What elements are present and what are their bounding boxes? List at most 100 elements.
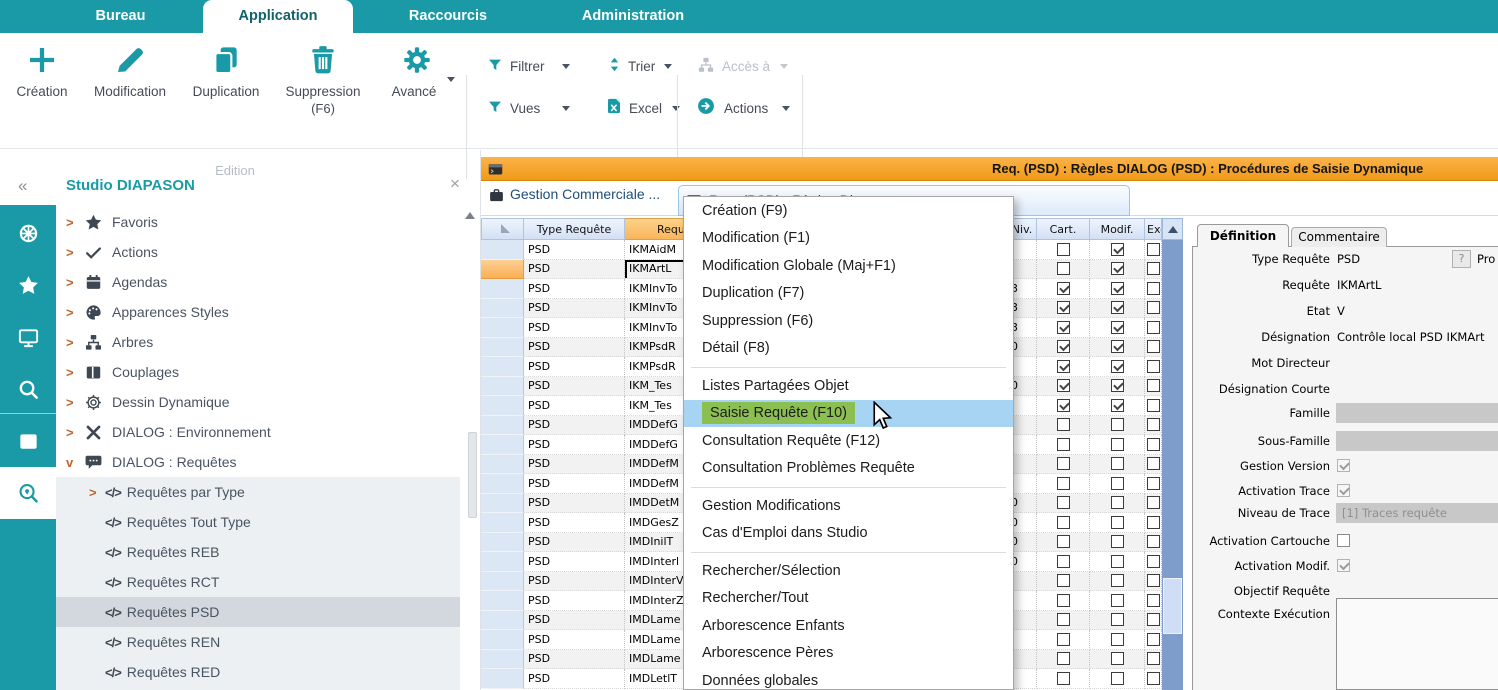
- row-selector-cell[interactable]: [481, 513, 524, 533]
- column-header-exe[interactable]: Exe: [1145, 218, 1162, 240]
- cell-niveau[interactable]: 0: [1008, 337, 1037, 357]
- row-selector-cell[interactable]: [481, 493, 524, 513]
- cell-type-requete[interactable]: PSD: [524, 318, 625, 338]
- row-selector-cell[interactable]: [481, 532, 524, 552]
- context-menu-item[interactable]: Suppression (F6): [684, 307, 1013, 335]
- cell-niveau[interactable]: [1008, 357, 1037, 377]
- row-selector-cell[interactable]: [481, 454, 524, 474]
- cell-modif[interactable]: [1090, 474, 1145, 494]
- cell-niveau[interactable]: 0: [1008, 513, 1037, 533]
- checkbox[interactable]: [1056, 320, 1070, 334]
- tree-scrollbar-thumb[interactable]: [468, 432, 477, 518]
- checkbox[interactable]: [1110, 613, 1124, 627]
- cell-cartouche[interactable]: [1037, 669, 1090, 689]
- row-selector-cell[interactable]: [481, 610, 524, 630]
- rail-monitor-icon[interactable]: [0, 311, 56, 363]
- column-header-niv[interactable]: Niv.: [1008, 218, 1037, 240]
- chevron-right-icon[interactable]: >: [66, 424, 74, 440]
- chevron-down-icon[interactable]: [672, 106, 680, 111]
- checkbox[interactable]: [1147, 340, 1160, 354]
- cell-exe[interactable]: [1145, 279, 1162, 299]
- checkbox[interactable]: [1056, 418, 1070, 432]
- panel-divider[interactable]: [480, 150, 481, 690]
- vues-button[interactable]: Vues: [510, 101, 541, 116]
- cell-type-requete[interactable]: PSD: [524, 669, 625, 689]
- cell-niveau[interactable]: 3: [1008, 279, 1037, 299]
- checkbox[interactable]: [1110, 476, 1124, 490]
- checkbox[interactable]: [1110, 418, 1124, 432]
- cell-cartouche[interactable]: [1037, 396, 1090, 416]
- cell-niveau[interactable]: 0: [1008, 552, 1037, 572]
- checkbox[interactable]: [1147, 574, 1160, 588]
- context-menu-item[interactable]: Saisie Requête (F10): [684, 399, 1013, 427]
- cell-cartouche[interactable]: [1037, 240, 1090, 260]
- cell-exe[interactable]: [1145, 415, 1162, 435]
- chevron-right-icon[interactable]: >: [66, 304, 74, 320]
- avance-button[interactable]: Avancé: [391, 84, 437, 99]
- cell-exe[interactable]: [1145, 669, 1162, 689]
- filter-icon[interactable]: [487, 99, 503, 115]
- checkbox[interactable]: [1147, 593, 1160, 607]
- cell-exe[interactable]: [1145, 357, 1162, 377]
- filter-icon[interactable]: [487, 57, 503, 73]
- tree-subitem[interactable]: </> Requêtes REB: [56, 537, 460, 567]
- checkbox[interactable]: [1056, 613, 1070, 627]
- filtrer-button[interactable]: Filtrer: [510, 59, 545, 74]
- row-selector-cell[interactable]: [481, 259, 524, 279]
- cell-cartouche[interactable]: [1037, 571, 1090, 591]
- checkbox[interactable]: [1110, 457, 1124, 471]
- cell-modif[interactable]: [1090, 649, 1145, 669]
- cell-exe[interactable]: [1145, 493, 1162, 513]
- checkbox[interactable]: [1147, 457, 1160, 471]
- checkbox[interactable]: [1110, 437, 1124, 451]
- column-header-cart[interactable]: Cart.: [1037, 218, 1090, 240]
- cell-cartouche[interactable]: [1037, 435, 1090, 455]
- cell-exe[interactable]: [1145, 474, 1162, 494]
- chevron-down-icon[interactable]: [447, 77, 455, 82]
- checkbox[interactable]: [1147, 242, 1160, 256]
- cell-modif[interactable]: [1090, 259, 1145, 279]
- checkbox[interactable]: [1147, 652, 1160, 666]
- checkbox[interactable]: [1056, 398, 1070, 412]
- checkbox[interactable]: [1110, 652, 1124, 666]
- tree-item[interactable]: > Actions: [56, 237, 463, 267]
- checkbox[interactable]: [1147, 320, 1160, 334]
- chevron-right-icon[interactable]: >: [66, 334, 74, 350]
- contexte-execution-textarea[interactable]: [1336, 598, 1498, 690]
- cell-modif[interactable]: [1090, 571, 1145, 591]
- tab-definition[interactable]: Définition: [1197, 224, 1289, 247]
- plus-icon[interactable]: [26, 44, 58, 76]
- context-menu-item[interactable]: Duplication (F7): [684, 280, 1013, 308]
- checkbox[interactable]: [1110, 281, 1124, 295]
- cell-exe[interactable]: [1145, 435, 1162, 455]
- row-selector-cell[interactable]: [481, 552, 524, 572]
- cell-exe[interactable]: [1145, 532, 1162, 552]
- cell-exe[interactable]: [1145, 259, 1162, 279]
- tree-subitem[interactable]: </> Requêtes PSD: [56, 597, 460, 627]
- menubar-tab-bureau[interactable]: Bureau: [95, 8, 146, 24]
- row-selector-cell[interactable]: [481, 571, 524, 591]
- tree-item[interactable]: > Agendas: [56, 267, 463, 297]
- checkbox[interactable]: [1110, 496, 1124, 510]
- cell-type-requete[interactable]: PSD: [524, 279, 625, 299]
- cell-type-requete[interactable]: PSD: [524, 630, 625, 650]
- cell-niveau[interactable]: [1008, 454, 1037, 474]
- cell-niveau[interactable]: [1008, 415, 1037, 435]
- excel-icon[interactable]: [605, 97, 623, 115]
- cell-exe[interactable]: [1145, 591, 1162, 611]
- chevron-right-icon[interactable]: >: [66, 274, 74, 290]
- cell-exe[interactable]: [1145, 649, 1162, 669]
- cell-niveau[interactable]: [1008, 435, 1037, 455]
- cell-cartouche[interactable]: [1037, 318, 1090, 338]
- context-menu-item[interactable]: Consultation Problèmes Requête: [684, 455, 1013, 483]
- creation-button[interactable]: Création: [16, 84, 68, 99]
- cell-cartouche[interactable]: [1037, 474, 1090, 494]
- cell-cartouche[interactable]: [1037, 513, 1090, 533]
- context-menu-item[interactable]: [684, 362, 1013, 372]
- tree-item[interactable]: v DIALOG : Requêtes: [56, 447, 463, 477]
- chevron-right-icon[interactable]: >: [66, 364, 74, 380]
- context-menu-item[interactable]: Détail (F8): [684, 335, 1013, 363]
- cell-cartouche[interactable]: [1037, 415, 1090, 435]
- cell-cartouche[interactable]: [1037, 259, 1090, 279]
- cell-exe[interactable]: [1145, 376, 1162, 396]
